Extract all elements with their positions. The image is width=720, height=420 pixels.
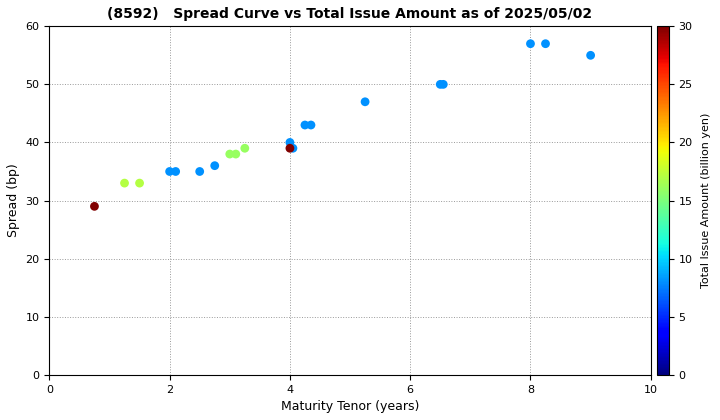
Point: [134, 180, 145, 186]
Point: [119, 180, 130, 186]
Point: [239, 145, 251, 152]
Point: [284, 145, 296, 152]
Point: [438, 81, 449, 88]
Point: [525, 40, 536, 47]
Y-axis label: Spread (bp): Spread (bp): [7, 164, 20, 237]
Point: [359, 98, 371, 105]
Point: [230, 151, 241, 158]
Point: [300, 122, 311, 129]
Point: [194, 168, 205, 175]
Title: (8592)   Spread Curve vs Total Issue Amount as of 2025/05/02: (8592) Spread Curve vs Total Issue Amoun…: [107, 7, 593, 21]
Point: [305, 122, 317, 129]
Point: [164, 168, 176, 175]
X-axis label: Maturity Tenor (years): Maturity Tenor (years): [281, 400, 419, 413]
Point: [224, 151, 235, 158]
Y-axis label: Total Issue Amount (billion yen): Total Issue Amount (billion yen): [701, 113, 711, 288]
Point: [287, 145, 299, 152]
Point: [170, 168, 181, 175]
Point: [209, 162, 220, 169]
Point: [434, 81, 446, 88]
Point: [585, 52, 596, 59]
Point: [89, 203, 100, 210]
Point: [540, 40, 552, 47]
Point: [284, 139, 296, 146]
